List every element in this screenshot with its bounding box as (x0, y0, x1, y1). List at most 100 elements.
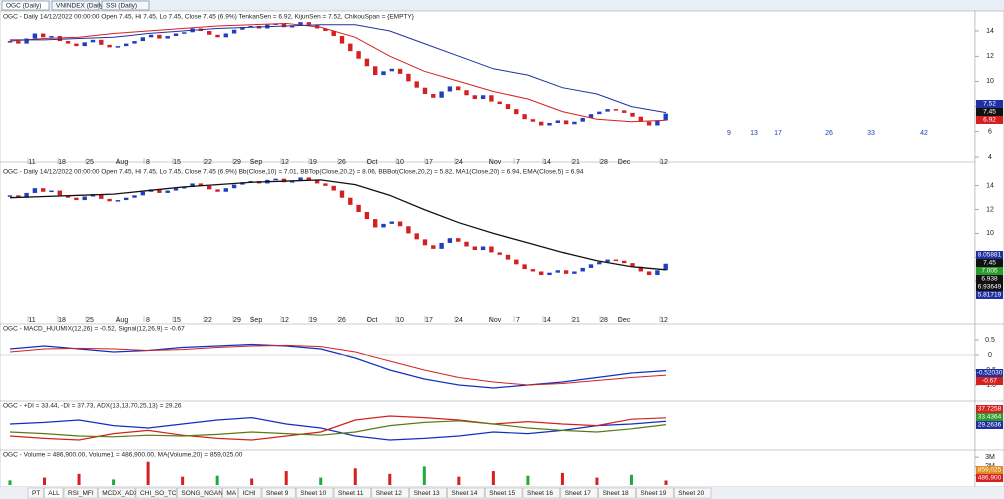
sheet-tab-label[interactable]: Sheet 19 (640, 490, 666, 497)
value-box (976, 100, 1003, 108)
sheet-tab[interactable] (177, 487, 222, 499)
sheet-tab[interactable] (371, 487, 409, 499)
candle (57, 190, 62, 196)
value-box-label: 37.7258 (978, 406, 1002, 413)
candle (530, 269, 536, 272)
sheet-tab-label[interactable]: PT (32, 490, 40, 497)
candle (281, 178, 287, 183)
sheet-tab-label[interactable]: Sheet 12 (376, 490, 402, 497)
candle (489, 95, 494, 102)
candle (356, 51, 361, 59)
sheet-tab-label[interactable]: Sheet 16 (527, 490, 553, 497)
sheet-tab[interactable] (522, 487, 561, 499)
sheet-tab-label[interactable]: Sheet 18 (603, 490, 629, 497)
top-tab[interactable] (51, 0, 100, 11)
candle (439, 242, 444, 249)
value-box (976, 116, 1003, 124)
sheet-tab-label[interactable]: MCDX_ADX (102, 490, 139, 497)
candle (605, 109, 610, 112)
top-tab[interactable] (1, 0, 50, 11)
sheet-tab[interactable] (673, 487, 712, 499)
value-box-label: 859,025 (978, 467, 1002, 474)
candle (223, 188, 228, 192)
sheet-tab[interactable] (97, 487, 136, 499)
date-label: Dec (618, 159, 631, 166)
sheet-tab-label[interactable]: MA (226, 490, 236, 497)
value-box-label: 5.81719 (978, 292, 1002, 299)
sheet-tab[interactable] (636, 487, 674, 499)
candle (406, 226, 411, 234)
candle (107, 44, 112, 48)
candle (480, 246, 486, 251)
y-tick-label: 14 (986, 28, 994, 35)
value-box (976, 413, 1003, 421)
y-tick-label: 0 (988, 352, 992, 359)
top-tab-label[interactable]: VNINDEX (Daily) (56, 3, 105, 10)
sheet-tab-label[interactable]: Sheet 20 (678, 490, 704, 497)
candle (464, 90, 469, 96)
sheet-tab[interactable] (409, 487, 447, 499)
top-tab-label[interactable]: OGC (Daily) (6, 3, 41, 10)
value-box-label: 7.52 (983, 101, 996, 108)
candle (32, 188, 38, 193)
sheet-tab[interactable] (447, 487, 485, 499)
sheet-tab-label[interactable]: CHI_SO_TC (140, 490, 177, 497)
value-box (976, 108, 1003, 116)
candle (198, 183, 204, 186)
sheet-tab[interactable] (484, 487, 523, 499)
indicator-line (9, 22, 667, 123)
top-tab-label[interactable]: SSI (Daily) (106, 3, 137, 10)
candle (555, 270, 560, 273)
candle (323, 28, 328, 31)
date-label: 25 (86, 317, 94, 324)
candle (173, 188, 179, 191)
candle (281, 23, 287, 28)
sheet-tab-label[interactable]: ICHI (243, 490, 256, 497)
sheet-tab-label[interactable]: RSI_MFI (68, 490, 94, 497)
sheet-tab[interactable] (43, 487, 64, 499)
date-label: Oct (367, 159, 378, 166)
top-tab[interactable] (101, 0, 150, 11)
candle (314, 179, 320, 184)
y-tick-label: 12 (986, 206, 994, 213)
sheet-tab[interactable] (238, 487, 262, 499)
indicator-line (9, 416, 667, 441)
date-label: 7 (516, 317, 520, 324)
sheet-tab[interactable] (261, 487, 296, 499)
sheet-tab[interactable] (333, 487, 372, 499)
date-label: 19 (309, 317, 317, 324)
candle (182, 32, 187, 34)
date-label: 12 (660, 159, 668, 166)
candle (630, 112, 635, 117)
value-box (976, 291, 1003, 299)
date-label: 24 (455, 317, 463, 324)
sheet-tab[interactable] (598, 487, 636, 499)
date-label: 10 (396, 159, 404, 166)
candle (32, 33, 38, 39)
sheet-tab[interactable] (63, 487, 98, 499)
sheet-tab-label[interactable]: Sheet 9 (266, 490, 289, 497)
sheet-tab-label[interactable]: Sheet 11 (338, 490, 364, 497)
sheet-tab-label[interactable]: Sheet 17 (565, 490, 591, 497)
candle (82, 42, 87, 47)
candle (74, 43, 79, 47)
pane-header: OGC - +DI = 33.44, -DI = 37.73, ADX(13,1… (3, 403, 182, 410)
date-label: 12 (660, 317, 668, 324)
sheet-tab[interactable] (135, 487, 177, 499)
sheet-tab-label[interactable]: SONG_NGANH (181, 490, 228, 497)
sheet-tab[interactable] (27, 487, 44, 499)
candle (157, 34, 162, 39)
sheet-tab-label[interactable]: ALL (48, 490, 60, 497)
candle (215, 189, 220, 192)
sheet-tab-label[interactable]: Sheet 10 (300, 490, 326, 497)
y-tick-label: 10 (986, 78, 994, 85)
sheet-tab[interactable] (222, 487, 238, 499)
pane-header: OGC - Daily 14/12/2022 00:00:00 Open 7.4… (3, 14, 415, 21)
sheet-tab-label[interactable]: Sheet 13 (414, 490, 440, 497)
y-tick-label: 6 (988, 129, 992, 136)
sheet-tab[interactable] (295, 487, 334, 499)
sheet-tab-label[interactable]: Sheet 15 (489, 490, 515, 497)
sheet-tab[interactable] (560, 487, 598, 499)
sheet-tab-label[interactable]: Sheet 14 (451, 490, 477, 497)
